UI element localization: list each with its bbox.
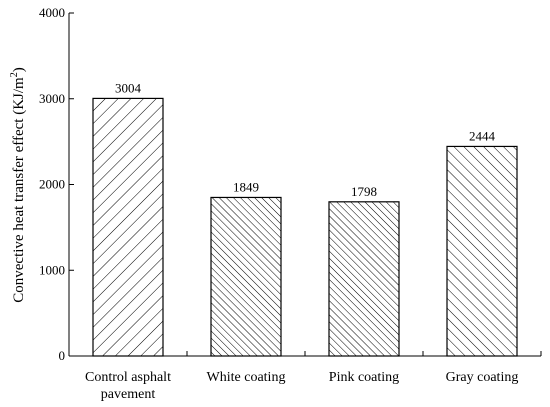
category-label: pavement	[101, 387, 156, 402]
y-tick-label: 0	[59, 348, 66, 363]
y-tick-label: 3000	[39, 91, 65, 106]
bar-value-label: 2444	[469, 128, 496, 143]
y-ticks: 0 1000 2000 3000 4000	[39, 5, 74, 363]
category-label: Control asphalt	[85, 370, 171, 385]
bars	[92, 97, 542, 357]
bar-value-label: 1798	[351, 184, 377, 199]
y-axis-title-suffix: )	[11, 67, 27, 72]
bar-value-label: 3004	[115, 80, 142, 95]
category-labels: Control asphalt pavement White coating Pink…	[85, 370, 518, 402]
category-label: Gray coating	[446, 370, 519, 385]
y-tick-label: 1000	[39, 262, 65, 277]
category-label: Pink coating	[329, 370, 399, 385]
bar-value-label: 1849	[233, 179, 259, 194]
bar	[446, 145, 518, 357]
data-labels: 3004 1849 1798 2444	[115, 80, 496, 198]
bar	[210, 196, 282, 357]
category-label: White coating	[207, 370, 286, 385]
y-axis-title: Convective heat transfer effect (KJ/m2)	[9, 67, 27, 302]
bar	[328, 201, 400, 357]
y-axis-title-superscript: 2	[9, 72, 20, 77]
bar	[92, 97, 164, 357]
y-tick-label: 2000	[39, 177, 65, 192]
y-tick-label: 4000	[39, 5, 65, 20]
y-axis-title-main: Convective heat transfer effect (KJ/m	[11, 77, 27, 303]
